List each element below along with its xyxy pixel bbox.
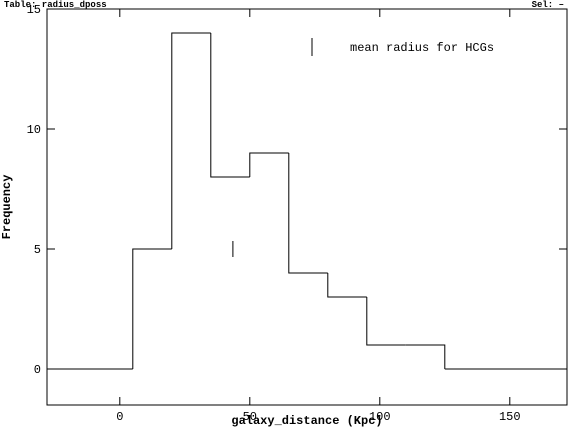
histogram-step [327,273,367,298]
y-tick-label: 10 [27,123,41,137]
histogram-step [405,344,446,369]
x-tick-label: 0 [116,410,123,424]
legend-label: mean radius for HCGs [350,41,494,55]
histogram-step [210,33,250,178]
x-tick-label: 50 [243,410,257,424]
histogram-step [171,32,211,249]
header-right: Sel: – [532,0,564,10]
x-tick-label: 100 [369,410,391,424]
y-tick-label: 0 [34,363,41,377]
x-tick-label: 150 [499,410,521,424]
histogram-step [366,297,406,346]
histogram-step [288,153,328,274]
x-axis-label: galaxy_distance (Kpc) [231,414,382,428]
histogram-step [249,152,289,177]
y-tick-label: 15 [27,3,41,17]
header-left: Table: radius_dposs [4,0,107,10]
y-axis-label: Frequency [0,175,14,240]
y-tick-label: 5 [34,243,41,257]
histogram-step [132,248,172,369]
plot-frame [46,8,568,406]
